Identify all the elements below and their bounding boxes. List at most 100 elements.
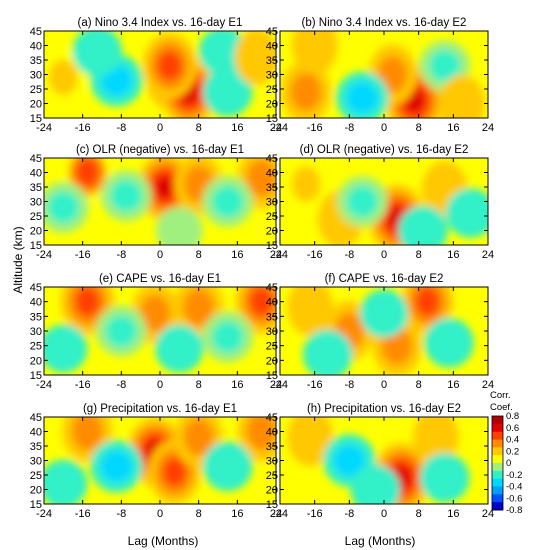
heatmap-blob	[234, 31, 276, 86]
heatmap-blob	[211, 185, 244, 218]
x-axis-label-left: Lag (Months)	[128, 534, 199, 548]
y-tick-label: 25	[30, 211, 42, 223]
y-tick-label: 15	[266, 113, 278, 125]
y-tick-label: 30	[266, 456, 278, 468]
heatmap-blob	[72, 31, 122, 77]
y-tick-label: 25	[30, 84, 42, 96]
y-tick-label: 30	[30, 197, 42, 209]
y-tick-label: 20	[266, 355, 278, 367]
x-tick-label: 24	[270, 249, 282, 261]
panel-2: (c) OLR (negative) vs. 16-day E1 15 20 25 30…	[30, 144, 282, 261]
panel-7: (h) Precipitation vs. 16-day E2 15 20 25 30 3…	[266, 403, 494, 520]
heatmap-blob	[290, 72, 322, 111]
panel-5: (f) CAPE vs. 16-day E2 15 20 25 30 35 40 45 -24 -…	[266, 273, 494, 391]
y-tick-label: 45	[266, 26, 278, 38]
y-tick-label: 30	[266, 326, 278, 338]
heatmap-blob	[48, 59, 78, 96]
x-tick-label: 16	[231, 508, 243, 520]
heatmap-blob	[346, 81, 379, 114]
y-tick-label: 40	[30, 427, 42, 439]
heatmap-blob	[183, 418, 214, 456]
x-tick-label: -8	[116, 249, 126, 261]
heatmap-blob	[155, 207, 203, 245]
y-tick-label: 35	[30, 441, 42, 453]
x-tick-label: 16	[447, 122, 459, 134]
x-tick-label: -16	[307, 249, 323, 261]
x-tick-label: 0	[157, 508, 163, 520]
heatmap-blob	[110, 180, 142, 212]
y-tick-label: 45	[266, 153, 278, 165]
y-tick-label: 15	[266, 370, 278, 382]
x-tick-label: -24	[36, 508, 52, 520]
heatmap-blob	[419, 453, 470, 503]
heatmap-blob	[350, 464, 401, 504]
heatmap-blob	[359, 289, 409, 338]
y-tick-label: 15	[30, 240, 42, 252]
x-tick-label: 0	[381, 379, 387, 391]
heatmap-blob	[302, 329, 353, 375]
heatmap-blob	[202, 441, 253, 492]
heatmap-blob	[47, 191, 80, 223]
x-tick-label: -8	[344, 508, 354, 520]
heatmap-blob	[198, 31, 247, 76]
colorbar-title-line2: Coef.	[490, 402, 513, 413]
x-tick-label: 24	[482, 379, 494, 391]
y-tick-label: 25	[30, 341, 42, 353]
colorbar-swatch	[492, 416, 503, 425]
colorbar-tick-label: -0.8	[506, 505, 522, 516]
colorbar-swatch	[492, 431, 503, 440]
x-tick-label: 0	[157, 122, 163, 134]
y-tick-label: 45	[30, 282, 42, 294]
x-tick-label: -24	[272, 249, 288, 261]
panel-title: (e) CAPE vs. 16-day E1	[99, 273, 221, 285]
y-tick-label: 45	[30, 153, 42, 165]
x-tick-label: -8	[116, 508, 126, 520]
x-tick-label: 24	[482, 122, 494, 134]
y-tick-label: 20	[30, 99, 42, 111]
y-tick-label: 45	[266, 282, 278, 294]
x-tick-label: 8	[416, 249, 422, 261]
y-tick-label: 20	[266, 99, 278, 111]
y-tick-label: 40	[30, 297, 42, 309]
panel-title: (d) OLR (negative) vs. 16-day E2	[300, 144, 469, 156]
colorbar-swatch	[492, 455, 503, 464]
x-tick-label: 16	[447, 379, 459, 391]
y-tick-label: 25	[266, 341, 278, 353]
x-tick-label: -8	[344, 122, 354, 134]
x-tick-label: 16	[447, 249, 459, 261]
panel-title: (h) Precipitation vs. 16-day E2	[307, 403, 461, 415]
colorbar-tick-label: -0.6	[506, 493, 522, 504]
y-tick-label: 40	[30, 41, 42, 53]
x-tick-label: -8	[344, 249, 354, 261]
x-tick-label: 24	[482, 249, 494, 261]
y-tick-label: 45	[30, 26, 42, 38]
heatmap-blob	[76, 158, 99, 187]
y-tick-label: 20	[30, 226, 42, 238]
y-tick-label: 30	[30, 456, 42, 468]
heatmap-blob	[346, 185, 379, 218]
x-tick-label: 16	[231, 122, 243, 134]
x-tick-label: -16	[75, 379, 91, 391]
heatmap-blob	[291, 31, 338, 75]
heatmap-blob	[377, 55, 408, 94]
x-tick-label: -16	[307, 122, 323, 134]
x-tick-label: -16	[75, 249, 91, 261]
y-tick-label: 35	[30, 311, 42, 323]
x-tick-label: 0	[381, 508, 387, 520]
heatmap-blob	[100, 450, 133, 483]
heatmap-blob	[44, 324, 88, 373]
x-tick-label: -8	[116, 379, 126, 391]
heatmap-blob	[202, 67, 253, 117]
y-tick-label: 35	[266, 182, 278, 194]
colorbar-swatch	[492, 494, 503, 503]
panel-title: (g) Precipitation vs. 16-day E1	[83, 403, 237, 415]
colorbar-swatch	[492, 502, 503, 511]
colorbar-swatch	[492, 470, 503, 480]
colorbar-tick-label: 0.8	[506, 411, 519, 422]
colorbar-tick-label: -0.4	[506, 482, 522, 493]
heatmap-blob	[398, 205, 448, 245]
heatmap-blob	[246, 417, 276, 451]
x-tick-label: 0	[381, 249, 387, 261]
colorbar-swatch	[492, 447, 503, 456]
